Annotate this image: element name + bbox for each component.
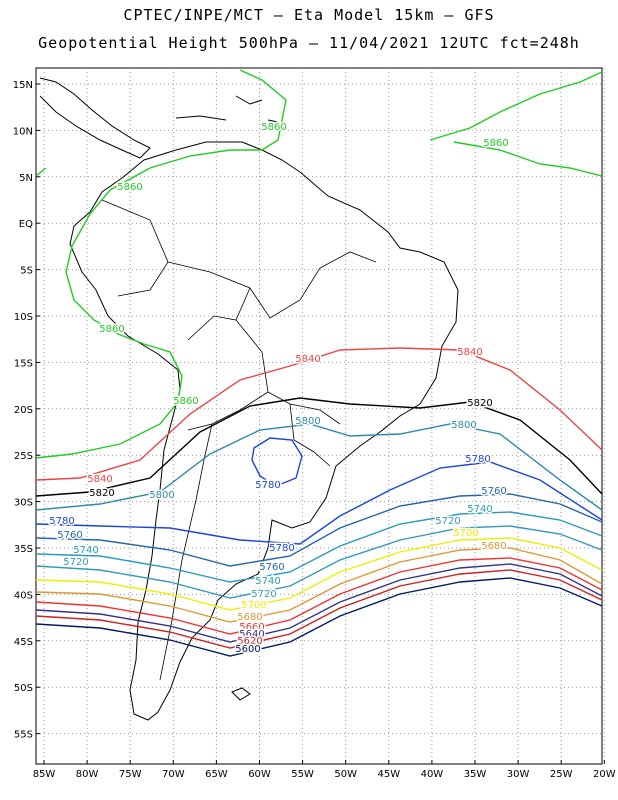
contour-label-5760: 5760 — [259, 562, 284, 573]
lon-tick-label: 75W — [119, 769, 142, 780]
contour-5780 — [36, 462, 602, 544]
lat-tick-label: 15N — [13, 80, 33, 91]
contour-5660 — [36, 558, 602, 634]
contour-label-5680: 5680 — [481, 541, 506, 552]
contour-label-5740: 5740 — [467, 504, 492, 515]
lat-tick-label: 5N — [19, 173, 33, 184]
lat-tick-label: 15S — [14, 358, 33, 369]
lon-tick-label: 65W — [205, 769, 228, 780]
lon-tick-label: 25W — [550, 769, 573, 780]
contour-5840 — [36, 348, 602, 480]
contour-label-5740: 5740 — [73, 545, 98, 556]
lat-tick-label: 35S — [14, 544, 33, 555]
contour-label-5780: 5780 — [255, 480, 280, 491]
lat-tick-label: 10S — [14, 312, 33, 323]
caribbean-islands — [176, 96, 278, 122]
lon-tick-label: 80W — [76, 769, 99, 780]
lon-tick-label: 50W — [334, 769, 357, 780]
lat-tick-label: 45S — [14, 637, 33, 648]
lat-tick-label: 20S — [14, 405, 33, 416]
contour-label-5600: 5600 — [235, 644, 260, 655]
contour-label-5860: 5860 — [483, 138, 508, 149]
contour-label-5860: 5860 — [261, 122, 286, 133]
falkland-islands — [232, 688, 250, 700]
contour-label-5860: 5860 — [117, 182, 142, 193]
contour-5860 — [36, 272, 182, 458]
contour-label-5860: 5860 — [99, 324, 124, 335]
contour-5640 — [36, 564, 602, 642]
contour-5780 — [252, 438, 302, 486]
contour-label-5700: 5700 — [453, 528, 478, 539]
contour-label-5860: 5860 — [173, 396, 198, 407]
contour-label-5800: 5800 — [295, 416, 320, 427]
lat-tick-label: 40S — [14, 590, 33, 601]
lat-tick-label: 5S — [20, 266, 33, 277]
contour-label-5820: 5820 — [467, 398, 492, 409]
lat-tick-label: 50S — [14, 683, 33, 694]
contour-label-5760: 5760 — [481, 486, 506, 497]
contour-label-5840: 5840 — [87, 474, 112, 485]
lon-tick-label: 85W — [33, 769, 56, 780]
lat-tick-label: 30S — [14, 498, 33, 509]
contour-label-5720: 5720 — [63, 557, 88, 568]
lat-tick-label: 55S — [14, 730, 33, 741]
lon-tick-label: 30W — [507, 769, 530, 780]
contour-5800 — [36, 424, 602, 510]
contour-5860 — [430, 72, 602, 140]
contour-5720 — [36, 526, 602, 598]
axis-ticks: 15N 10N 5N EQ 5S 10S 15S 20S 25S 30S 35S 40S 45S 50S 5… — [13, 80, 616, 780]
contour-label-5720: 5720 — [251, 589, 276, 600]
contour-5860 — [454, 142, 602, 176]
contour-label-5720: 5720 — [435, 516, 460, 527]
lon-tick-label: 70W — [162, 769, 185, 780]
contour-label-5780: 5780 — [269, 543, 294, 554]
lat-tick-label: 10N — [13, 126, 33, 137]
contour-label-5800: 5800 — [149, 490, 174, 501]
contour-label-5840: 5840 — [457, 347, 482, 358]
lon-tick-label: 60W — [248, 769, 271, 780]
lon-tick-label: 55W — [291, 769, 314, 780]
contour-label-5760: 5760 — [57, 530, 82, 541]
map-plot: 15N 10N 5N EQ 5S 10S 15S 20S 25S 30S 35S 40S 45S 50S 5… — [0, 0, 618, 800]
lon-tick-label: 20W — [593, 769, 616, 780]
lon-tick-label: 40W — [421, 769, 444, 780]
lon-tick-label: 45W — [377, 769, 400, 780]
lat-tick-label: 25S — [14, 451, 33, 462]
contour-5860 — [36, 70, 286, 272]
contour-label-5740: 5740 — [255, 576, 280, 587]
lon-tick-label: 35W — [464, 769, 487, 780]
contour-label-5800: 5800 — [451, 420, 476, 431]
contour-labels: 5860 5860 5860 5860 5860 5840 5840 5840 5820 5820… — [49, 122, 508, 655]
contour-label-5780: 5780 — [49, 516, 74, 527]
contour-label-5840: 5840 — [295, 354, 320, 365]
lat-tick-label: EQ — [19, 219, 33, 230]
contour-label-5700: 5700 — [241, 600, 266, 611]
contour-label-5780: 5780 — [465, 454, 490, 465]
central-america-coast — [40, 78, 150, 158]
contour-label-5820: 5820 — [89, 488, 114, 499]
